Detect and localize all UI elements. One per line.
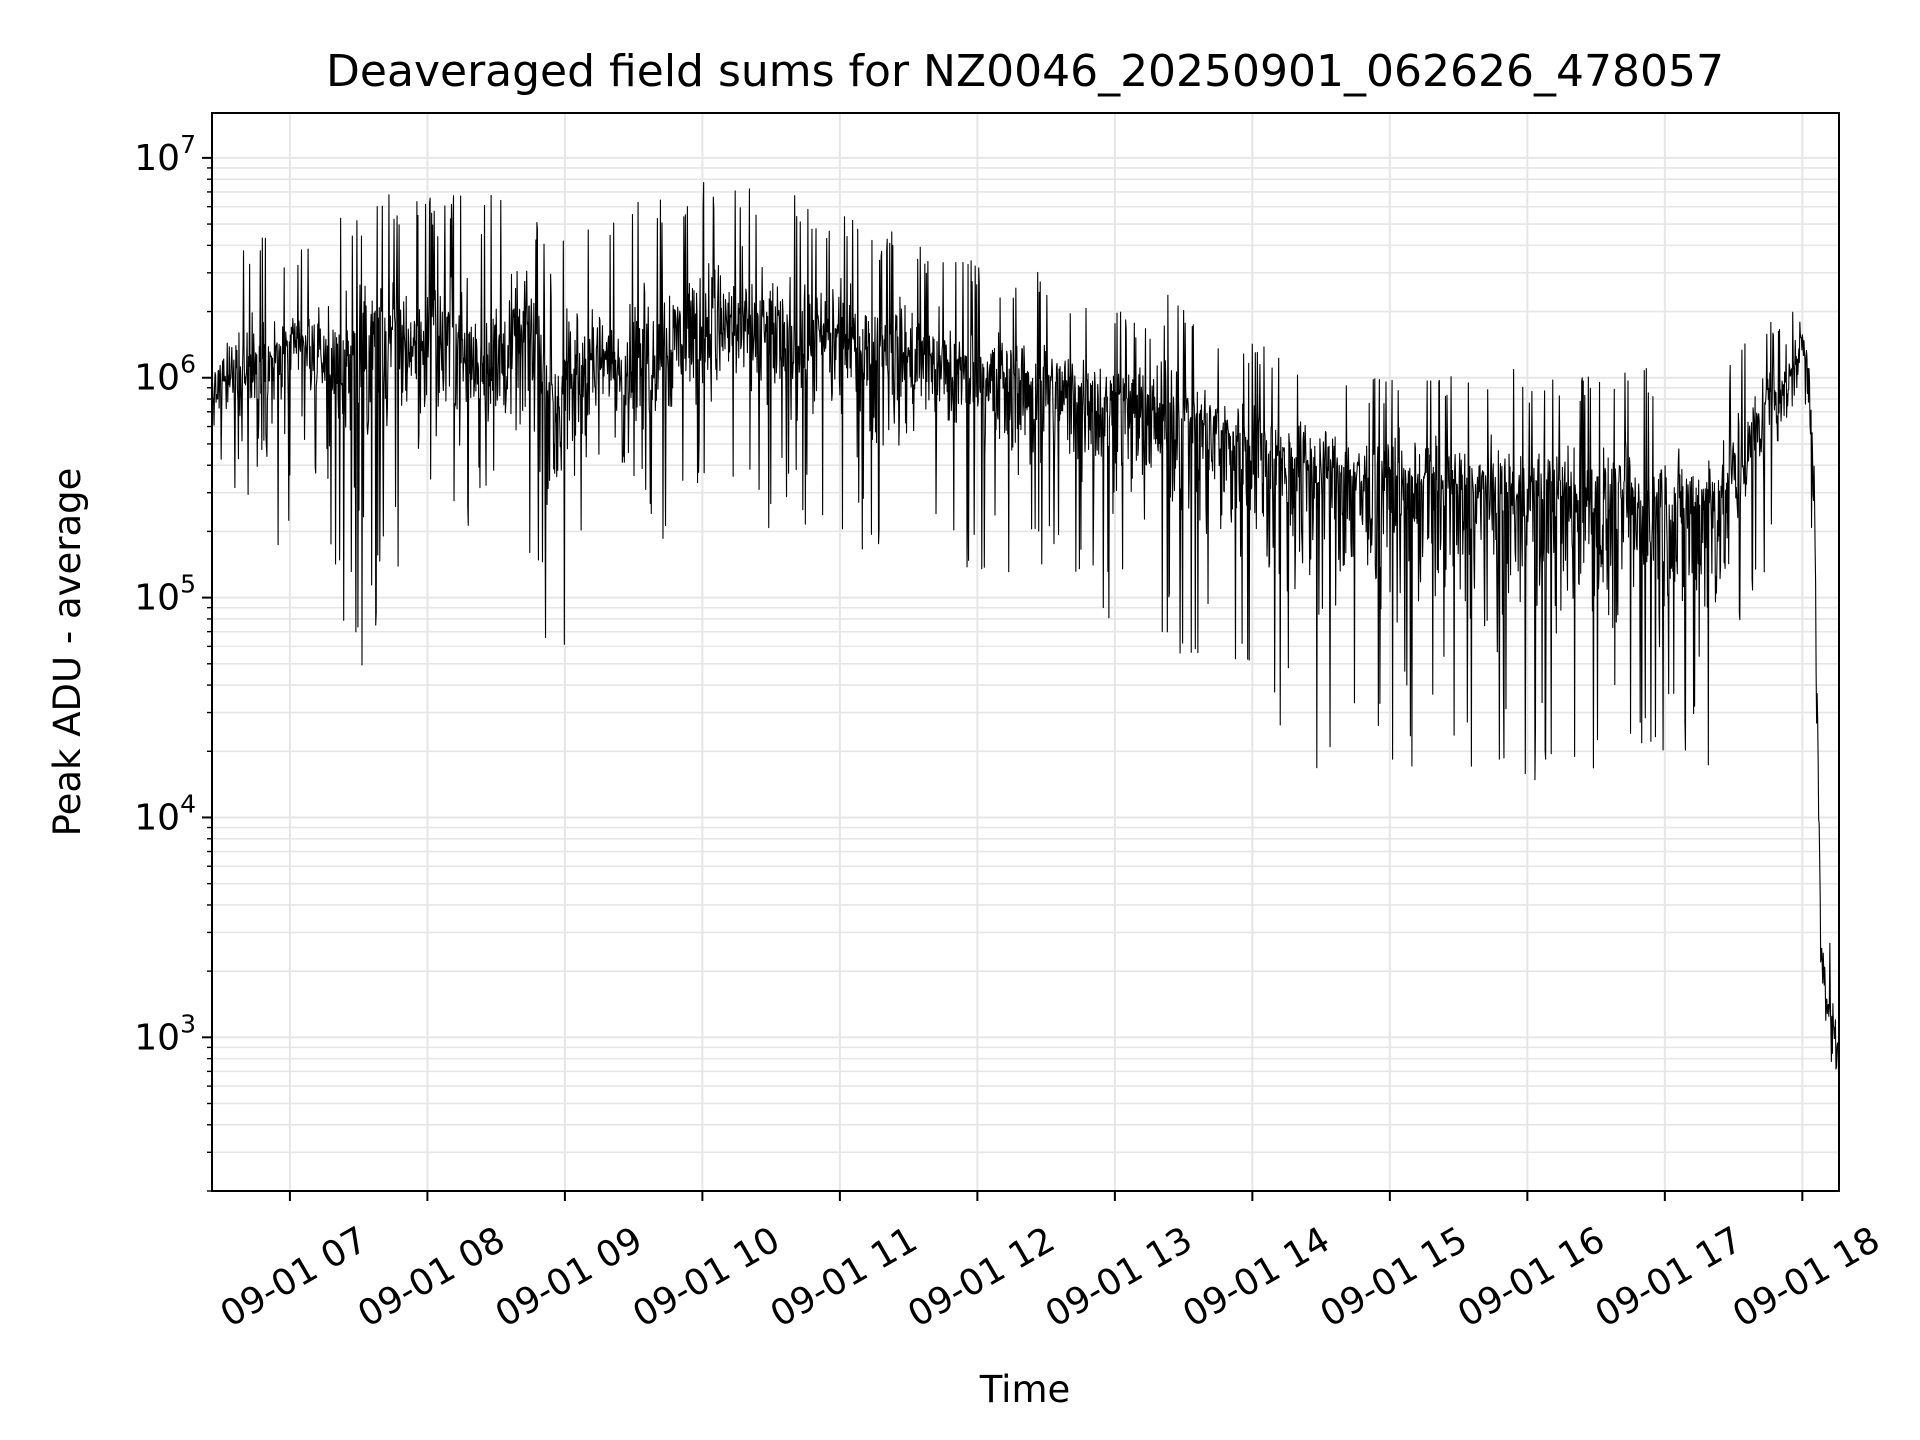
x-tick-label: 09-01 07 <box>214 1219 375 1335</box>
y-tick-label: 104 <box>134 789 196 838</box>
x-tick-label: 09-01 10 <box>626 1219 787 1335</box>
x-tick-label: 09-01 15 <box>1314 1219 1475 1335</box>
x-tick-label: 09-01 12 <box>901 1219 1062 1335</box>
x-tick-label: 09-01 17 <box>1589 1219 1750 1335</box>
x-tick-label: 09-01 16 <box>1451 1219 1612 1335</box>
y-tick-label: 105 <box>134 570 196 619</box>
y-axis: 103 104 105 106 107 <box>134 130 212 1192</box>
x-tick-label: 09-01 18 <box>1726 1219 1887 1335</box>
x-tick-label: 09-01 09 <box>489 1219 650 1335</box>
series-line-0 <box>212 181 1839 1072</box>
x-tick-label: 09-01 08 <box>351 1219 512 1335</box>
y-tick-label: 106 <box>134 350 196 399</box>
y-axis-label: Peak ADU - average <box>46 468 89 837</box>
x-tick-label: 09-01 11 <box>764 1219 925 1335</box>
grid-lines <box>212 113 1839 1192</box>
plot-frame <box>211 112 1840 1192</box>
y-tick-label: 103 <box>134 1009 196 1058</box>
y-tick-label: 107 <box>134 130 196 179</box>
chart-title: Deaveraged field sums for NZ0046_2025090… <box>326 46 1724 97</box>
x-axis-label: Time <box>979 1368 1071 1411</box>
x-tick-label: 09-01 13 <box>1039 1219 1200 1335</box>
x-tick-label: 09-01 14 <box>1176 1219 1337 1335</box>
series-layer <box>212 181 1839 1072</box>
